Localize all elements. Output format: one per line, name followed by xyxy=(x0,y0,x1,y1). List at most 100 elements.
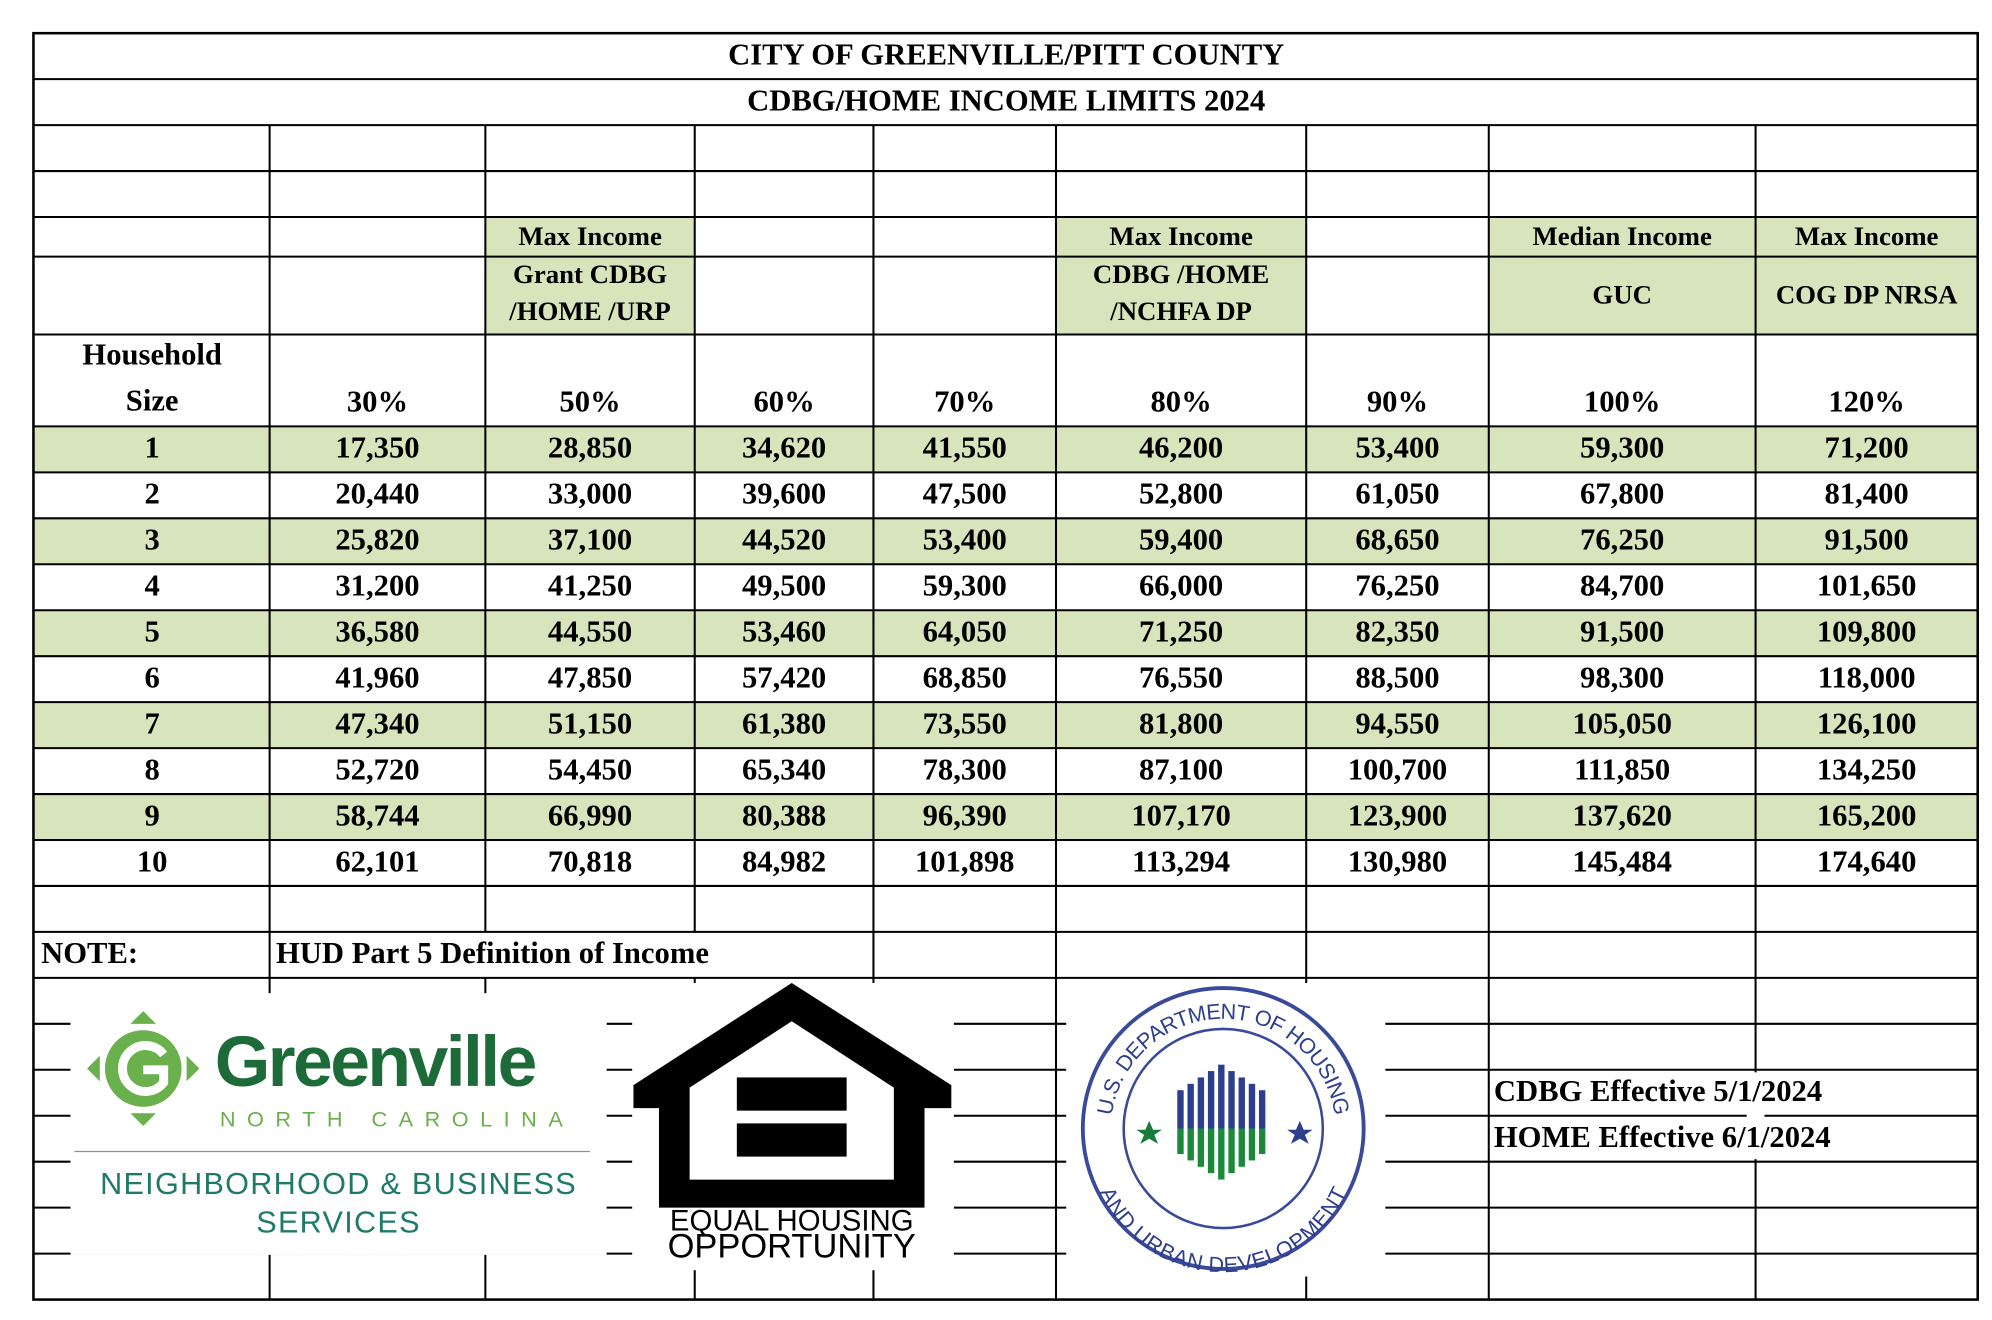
cell: 2 xyxy=(145,477,160,511)
title: CITY OF GREENVILLE/PITT COUNTY xyxy=(728,37,1284,71)
cell: 59,300 xyxy=(923,569,1007,603)
cell: 84,982 xyxy=(742,844,826,878)
cell: 70,818 xyxy=(548,844,632,878)
cell: 88,500 xyxy=(1355,660,1439,694)
cell: 20,440 xyxy=(335,477,419,511)
cell: 78,300 xyxy=(923,752,1007,786)
cell: 51,150 xyxy=(548,706,632,740)
cell: 73,550 xyxy=(923,706,1007,740)
cell: 41,250 xyxy=(548,569,632,603)
header-sub: COG DP NRSA xyxy=(1776,280,1958,310)
cell: 8 xyxy=(145,752,160,786)
table-border xyxy=(32,31,1979,1301)
cell: 107,170 xyxy=(1131,798,1231,832)
cell: 33,000 xyxy=(548,477,632,511)
cell: 67,800 xyxy=(1580,477,1664,511)
column-heading: 60% xyxy=(753,385,814,419)
cell: 5 xyxy=(145,614,160,648)
effective-date: CDBG Effective 5/1/2024 xyxy=(1494,1074,1822,1108)
cell: 41,960 xyxy=(335,660,419,694)
cell: 34,620 xyxy=(742,431,826,465)
header-sub: CDBG /HOME xyxy=(1093,259,1269,289)
cell: 111,850 xyxy=(1574,752,1670,786)
column-heading: 120% xyxy=(1828,385,1905,419)
note-text: HUD Part 5 Definition of Income xyxy=(276,936,709,970)
cell: 174,640 xyxy=(1817,844,1917,878)
cell: 31,200 xyxy=(335,569,419,603)
header-sub: /HOME /URP xyxy=(508,296,671,326)
cell: 76,550 xyxy=(1139,660,1223,694)
cell: 145,484 xyxy=(1572,844,1672,878)
cell: 113,294 xyxy=(1132,844,1230,878)
cell: 91,500 xyxy=(1580,614,1664,648)
cell: 59,300 xyxy=(1580,431,1664,465)
header-group: Max Income xyxy=(1795,221,1939,251)
logo-dept: SERVICES xyxy=(256,1205,421,1239)
cell: 58,744 xyxy=(335,798,419,832)
cell: 101,898 xyxy=(915,844,1015,878)
cell: 44,550 xyxy=(548,614,632,648)
cell: 53,400 xyxy=(1355,431,1439,465)
cell: 49,500 xyxy=(742,569,826,603)
logo-text: EQUAL HOUSING xyxy=(670,1205,914,1238)
logo-name: Greenville xyxy=(215,1022,536,1102)
cell: 36,580 xyxy=(335,614,419,648)
cell: 57,420 xyxy=(742,660,826,694)
cell: 94,550 xyxy=(1355,706,1439,740)
column-heading: 80% xyxy=(1150,385,1211,419)
header-group: Max Income xyxy=(1109,221,1253,251)
cell: 41,550 xyxy=(923,431,1007,465)
cell: 65,340 xyxy=(742,752,826,786)
cell: 123,900 xyxy=(1348,798,1448,832)
cell: 100,700 xyxy=(1348,752,1448,786)
cell: 9 xyxy=(145,798,160,832)
logo-state: NORTH CAROLINA xyxy=(220,1107,574,1132)
cell: 109,800 xyxy=(1817,614,1917,648)
cell: 59,400 xyxy=(1139,523,1223,557)
cell: 4 xyxy=(145,569,160,603)
cell: 130,980 xyxy=(1348,844,1448,878)
cell: 68,650 xyxy=(1355,523,1439,557)
cell: 52,720 xyxy=(335,752,419,786)
cell: 47,850 xyxy=(548,660,632,694)
cell: 134,250 xyxy=(1817,752,1917,786)
cell: 91,500 xyxy=(1825,523,1909,557)
cell: 61,380 xyxy=(742,706,826,740)
greenville-logo: Greenville NORTH CAROLINA NEIGHBORHOOD &… xyxy=(74,1011,591,1239)
cell: 71,250 xyxy=(1139,614,1223,648)
cell: 68,850 xyxy=(923,660,1007,694)
cell: 44,520 xyxy=(742,523,826,557)
cell: 7 xyxy=(145,706,160,740)
cell: 46,200 xyxy=(1139,431,1223,465)
cell: 47,340 xyxy=(335,706,419,740)
cell: 28,850 xyxy=(548,431,632,465)
cell: 126,100 xyxy=(1817,706,1917,740)
cell: 3 xyxy=(145,523,160,557)
cell: 84,700 xyxy=(1580,569,1664,603)
column-heading: 50% xyxy=(559,385,620,419)
cell: 47,500 xyxy=(923,477,1007,511)
cell: 81,800 xyxy=(1139,706,1223,740)
column-heading: 100% xyxy=(1584,385,1661,419)
cell: 1 xyxy=(145,431,160,465)
cell: 80,388 xyxy=(742,798,826,832)
cell: 53,460 xyxy=(742,614,826,648)
cell: 53,400 xyxy=(923,523,1007,557)
cell: 71,200 xyxy=(1825,431,1909,465)
cell: 118,000 xyxy=(1818,660,1916,694)
cell: 52,800 xyxy=(1139,477,1223,511)
column-heading: Size xyxy=(126,383,179,417)
cell: 66,990 xyxy=(548,798,632,832)
logo-dept: NEIGHBORHOOD & BUSINESS xyxy=(100,1167,577,1201)
header-sub: GUC xyxy=(1592,280,1652,310)
note-label: NOTE: xyxy=(41,936,138,970)
cell: 64,050 xyxy=(923,614,1007,648)
cell: 10 xyxy=(137,844,168,878)
cell: 87,100 xyxy=(1139,752,1223,786)
column-heading: 90% xyxy=(1367,385,1428,419)
header-sub: /NCHFA DP xyxy=(1109,296,1252,326)
subtitle: CDBG/HOME INCOME LIMITS 2024 xyxy=(747,83,1265,117)
effective-date: HOME Effective 6/1/2024 xyxy=(1494,1120,1831,1154)
cell: 61,050 xyxy=(1355,477,1439,511)
